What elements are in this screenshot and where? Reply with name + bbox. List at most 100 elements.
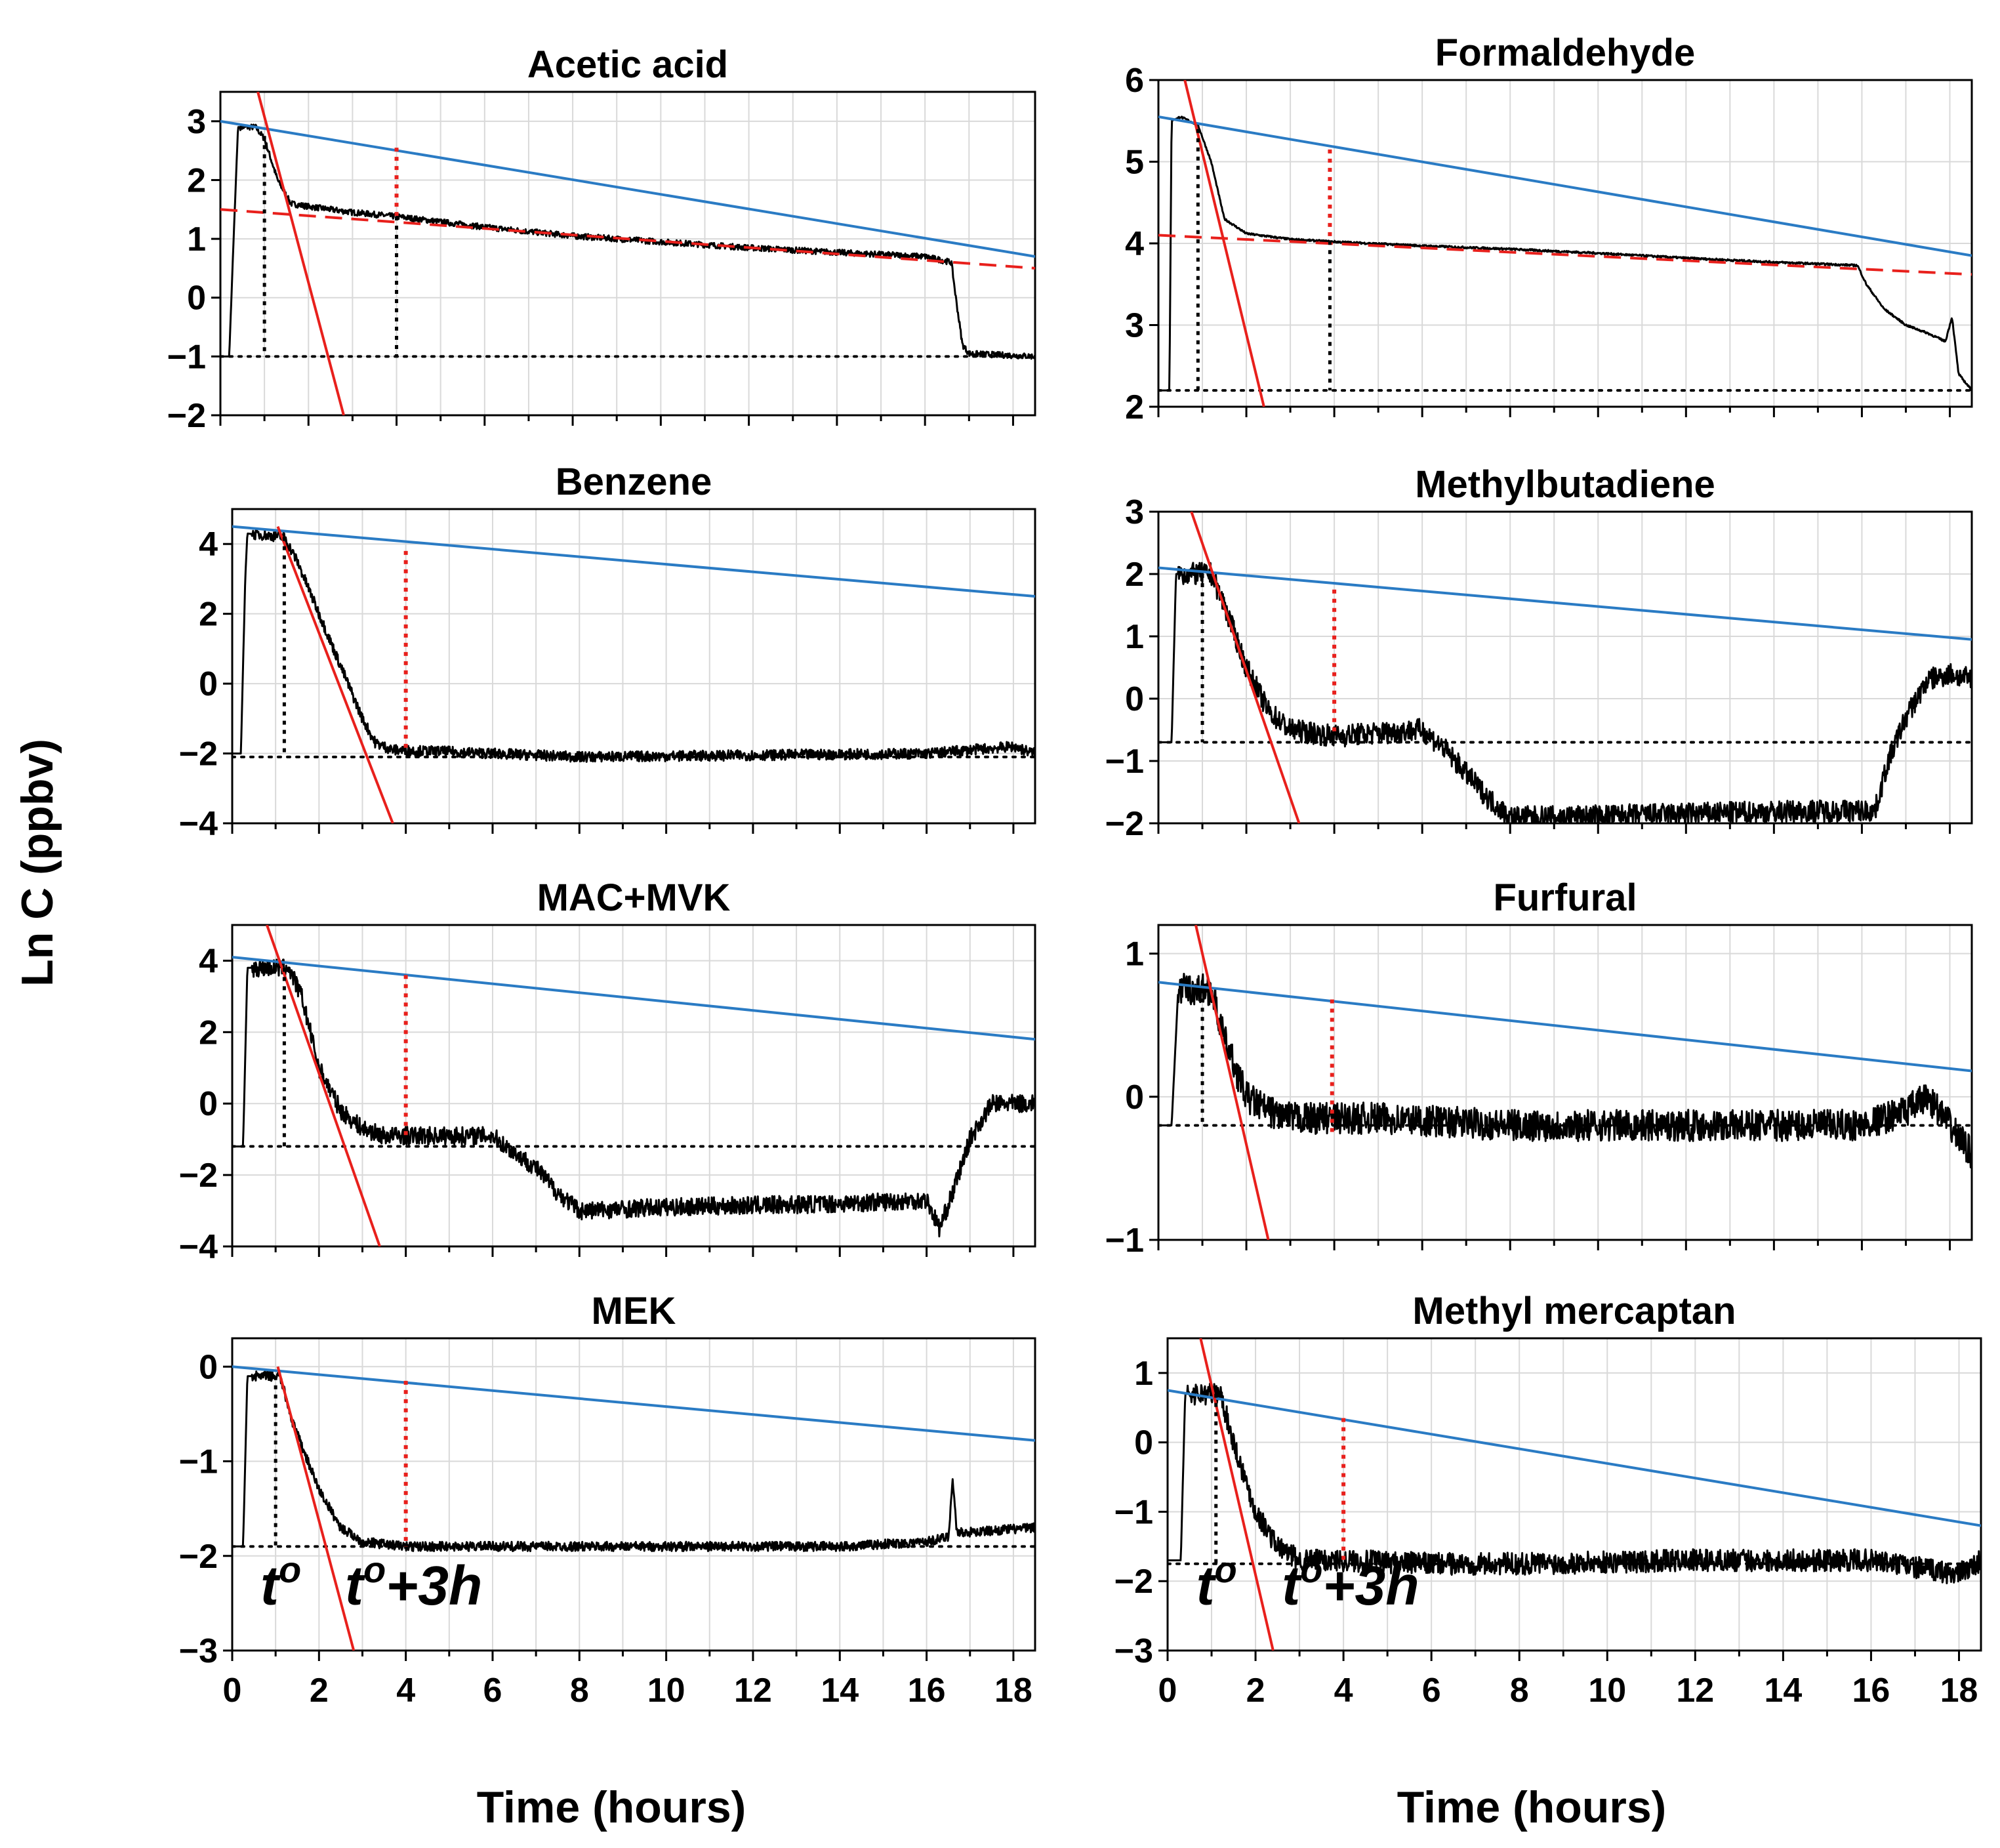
panel-4: −2 −1 0 1 2 3 Methylbutadiene: [1105, 463, 1973, 843]
plot-frame: [231, 508, 1036, 825]
y-tick-label: 0: [1125, 1078, 1144, 1117]
x-tick-label: 14: [821, 1672, 859, 1710]
panel-title: Acetic acid: [527, 43, 728, 86]
x-tick-label: 4: [1334, 1672, 1353, 1710]
y-tick-label: 3: [187, 103, 206, 141]
y-tick-label: 0: [1134, 1424, 1153, 1462]
x-tick-label: 12: [1676, 1672, 1714, 1710]
fit-line-fast-loss: [1199, 1338, 1275, 1651]
fit-line-dilution: [232, 525, 1035, 598]
fit-line-dilution: [232, 956, 1035, 1041]
x-tick-label: 4: [396, 1672, 415, 1710]
y-tick-label: −2: [1105, 805, 1144, 843]
signal-series: [1158, 115, 1972, 392]
y-tick-label: −2: [179, 1157, 218, 1195]
fit-line-dilution: [232, 1365, 1035, 1442]
y-tick-label: −3: [1114, 1632, 1153, 1670]
t0-plus-3h-label: to+3h: [345, 1549, 482, 1616]
x-tick-label: 0: [223, 1672, 242, 1710]
y-tick-label: 1: [1134, 1355, 1153, 1393]
y-tick-label: 1: [1125, 618, 1144, 656]
plot-area: [232, 925, 1035, 1246]
y-tick-label: 2: [1125, 556, 1144, 594]
fit-line-fast-loss: [276, 525, 394, 823]
y-tick-label: −4: [179, 805, 218, 843]
y-tick-label: 0: [199, 1348, 218, 1386]
x-tick-label: 0: [1158, 1672, 1177, 1710]
x-tick-label: 14: [1764, 1672, 1802, 1710]
y-tick-label: 2: [1125, 388, 1144, 426]
y-tick-label: 2: [199, 1014, 218, 1052]
x-tick-label: 18: [1940, 1672, 1978, 1710]
y-tick-label: −1: [167, 338, 206, 376]
x-tick-label: 12: [734, 1672, 772, 1710]
y-tick-label: −2: [179, 1538, 218, 1576]
y-tick-label: −2: [179, 735, 218, 773]
y-tick-label: 4: [199, 525, 218, 564]
plot-frame: [1157, 510, 1973, 825]
y-tick-label: 0: [199, 665, 218, 703]
fit-line-slow-loss: [1158, 234, 1972, 276]
x-tick-label: 16: [908, 1672, 946, 1710]
plot-frame: [1157, 924, 1973, 1241]
plot-frame: [1166, 1337, 1982, 1652]
panel-title: Methylbutadiene: [1415, 463, 1715, 506]
fit-line-dilution: [1158, 981, 1972, 1073]
x-axis-label-left: Time (hours): [477, 1782, 746, 1832]
x-tick-label: 16: [1852, 1672, 1890, 1710]
plot-frame: [231, 924, 1036, 1248]
y-tick-label: −1: [179, 1443, 218, 1481]
x-tick-label: 2: [1246, 1672, 1265, 1710]
fit-line-fast-loss: [1183, 80, 1265, 407]
x-tick-label: 6: [483, 1672, 502, 1710]
t0-label: to: [1196, 1549, 1237, 1616]
panel-1: −2 −1 0 1 2 3 Acetic acid: [167, 43, 1036, 435]
y-tick-label: 0: [1125, 680, 1144, 718]
x-tick-label: 8: [570, 1672, 589, 1710]
y-axis-label: Ln C (ppbv): [12, 739, 62, 987]
fit-line-fast-loss: [256, 92, 345, 415]
x-tick-label: 18: [994, 1672, 1032, 1710]
x-tick-label: 2: [310, 1672, 329, 1710]
fit-line-dilution: [1158, 115, 1972, 257]
plot-area: [232, 525, 1035, 823]
signal-series: [232, 958, 1035, 1238]
y-tick-label: −1: [1105, 1222, 1144, 1260]
x-tick-label: 8: [1510, 1672, 1529, 1710]
y-tick-label: 2: [187, 161, 206, 199]
fit-line-slow-loss: [220, 208, 1035, 270]
signal-series: [220, 123, 1035, 360]
y-tick-label: −1: [1114, 1493, 1153, 1531]
plot-area: [1158, 80, 1972, 407]
y-tick-label: −3: [179, 1632, 218, 1670]
plot-area: [1158, 512, 1972, 823]
fit-line-dilution: [1168, 1389, 1981, 1527]
x-axis-label-right: Time (hours): [1397, 1782, 1667, 1832]
panel-7: −3 −2 −1 0 0 2 4 6 8 10 12 14 16 18 MEK to to+3h: [179, 1290, 1036, 1710]
plot-area: [1158, 925, 1972, 1240]
y-tick-label: 0: [187, 279, 206, 318]
fit-line-dilution: [1158, 566, 1972, 641]
panel-title: MEK: [592, 1290, 676, 1332]
y-tick-label: −2: [1114, 1563, 1153, 1601]
panel-6: −1 0 1 Furfural: [1105, 876, 1973, 1260]
fit-line-fast-loss: [1194, 925, 1270, 1240]
fit-line-fast-loss: [1190, 512, 1301, 823]
y-tick-label: 3: [1125, 307, 1144, 345]
y-tick-label: −4: [179, 1228, 218, 1266]
signal-series: [1158, 562, 1972, 823]
y-tick-label: 5: [1125, 144, 1144, 182]
plot-area: [220, 92, 1035, 415]
y-tick-label: 4: [199, 942, 218, 980]
y-tick-label: 1: [187, 220, 206, 258]
panel-title: Benzene: [556, 461, 712, 503]
signal-series: [1168, 1382, 1981, 1584]
t0-plus-3h-label: to+3h: [1282, 1549, 1419, 1616]
y-tick-label: 2: [199, 596, 218, 634]
plot-area: [1168, 1338, 1981, 1651]
y-tick-label: −1: [1105, 743, 1144, 781]
y-tick-label: 6: [1125, 62, 1144, 100]
y-tick-label: 0: [199, 1085, 218, 1123]
